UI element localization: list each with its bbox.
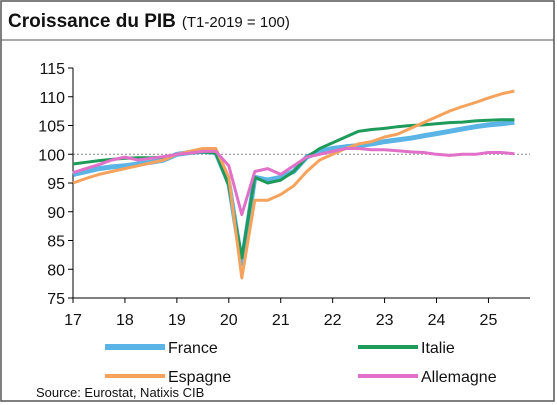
y-tick-label: 95 [47,176,65,193]
legend-label: Allemagne [421,369,497,386]
y-tick-label: 75 [47,291,65,308]
x-tick-label: 24 [428,312,446,329]
chart-title: Croissance du PIB [8,11,176,32]
y-tick-label: 85 [47,234,65,251]
source: Source: Eurostat, Natixis CIB [36,385,204,400]
y-tick-label: 90 [47,205,65,222]
x-tick-label: 21 [272,312,290,329]
legend-label: Espagne [168,369,231,386]
series-line [72,147,515,217]
x-tick-label: 17 [64,312,82,329]
legend-label: France [168,340,218,357]
y-tick-label: 110 [39,90,65,107]
x-tick-label: 19 [168,312,186,329]
x-tick-label: 18 [116,312,134,329]
x-tick-label: 23 [376,312,394,329]
y-tick-label: 100 [38,147,65,164]
x-tick-label: 22 [324,312,342,329]
y-tick-label: 105 [38,119,65,136]
series-line [72,89,515,280]
chart-subtitle: (T1-2019 = 100) [182,14,290,31]
y-tick-label: 80 [47,262,65,279]
y-tick-label: 115 [39,61,65,78]
x-tick-label: 25 [480,312,498,329]
legend-label: Italie [421,340,455,357]
x-tick-label: 20 [220,312,238,329]
